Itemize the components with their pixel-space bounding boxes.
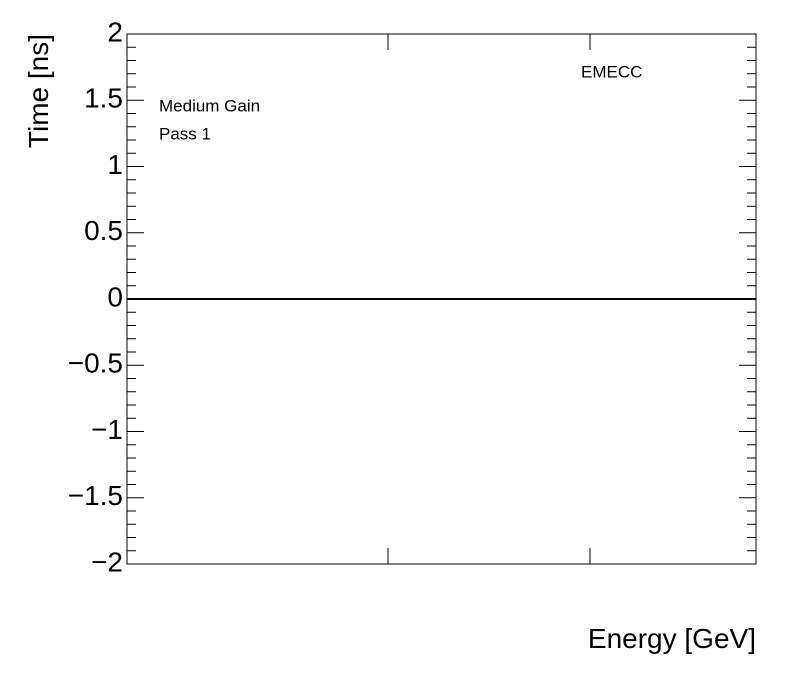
- y-tick-label: 2: [107, 16, 123, 47]
- annotation: Pass 1: [159, 124, 211, 143]
- annotation: EMECC: [581, 62, 642, 81]
- y-tick-label: 0: [107, 281, 123, 312]
- x-axis-title: Energy [GeV]: [588, 623, 756, 654]
- y-tick-label: 0.5: [84, 215, 123, 246]
- y-tick-label: −1.5: [68, 480, 123, 511]
- y-tick-label: −1: [91, 414, 123, 445]
- y-axis-title: Time [ns]: [23, 34, 54, 148]
- y-tick-label: 1.5: [84, 83, 123, 114]
- annotation: Medium Gain: [159, 96, 260, 115]
- y-tick-label: −0.5: [68, 348, 123, 379]
- y-tick-label: 1: [107, 149, 123, 180]
- y-tick-label: −2: [91, 546, 123, 577]
